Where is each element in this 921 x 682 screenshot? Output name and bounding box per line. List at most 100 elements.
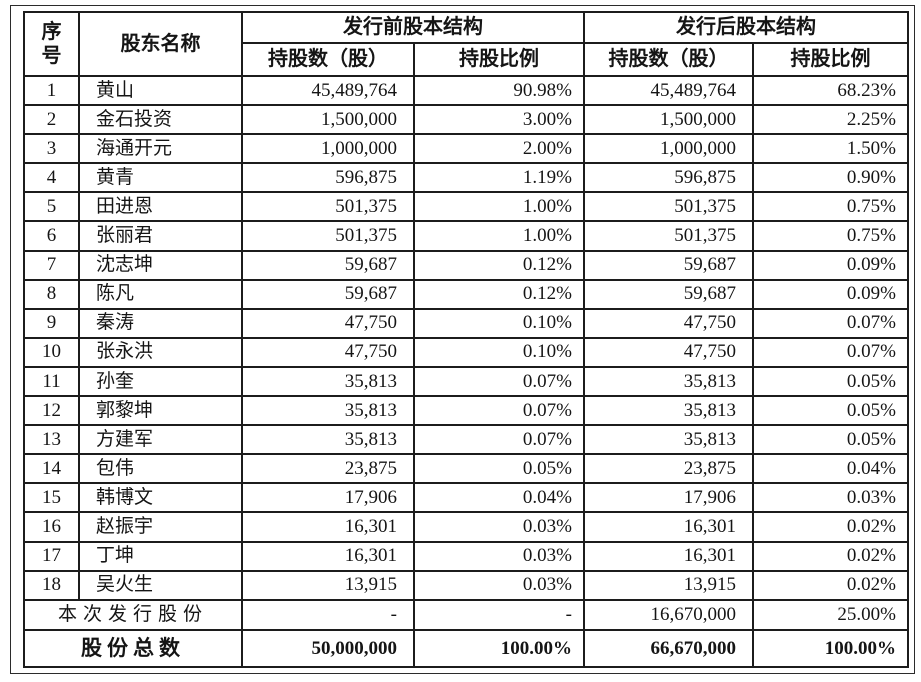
pre-ratio-cell: 0.07% <box>413 365 585 398</box>
shareholder-row: 1 黄山 45,489,764 90.98% 45,489,764 68.23% <box>23 74 909 107</box>
pre-ratio-cell: 1.00% <box>413 191 585 223</box>
post-ratio-cell: 0.05% <box>752 395 909 427</box>
row-index-cell: 13 <box>23 424 80 456</box>
shareholder-row: 6 张丽君 501,375 1.00% 501,375 0.75% <box>23 220 909 252</box>
row-index-cell: 2 <box>23 104 80 136</box>
post-shares-cell: 23,875 <box>583 453 754 485</box>
pre-ratio-cell: 0.10% <box>413 307 585 339</box>
pre-shares-cell: 45,489,764 <box>241 74 415 107</box>
post-shares-cell: 1,500,000 <box>583 104 754 136</box>
pre-ratio-cell: 0.03% <box>413 511 585 543</box>
issue-post-ratio-cell: 25.00% <box>752 598 909 631</box>
row-index-cell: 7 <box>23 249 80 281</box>
row-index-cell: 16 <box>23 511 80 543</box>
header-pre-shares: 持股数（股） <box>241 42 415 77</box>
shareholder-name-cell: 黄青 <box>78 162 243 194</box>
pre-shares-cell: 596,875 <box>241 162 415 194</box>
shareholder-row: 9 秦涛 47,750 0.10% 47,750 0.07% <box>23 307 909 339</box>
row-index-cell: 6 <box>23 220 80 252</box>
shareholder-name-cell: 方建军 <box>78 424 243 456</box>
post-shares-cell: 501,375 <box>583 220 754 252</box>
shareholder-name-cell: 海通开元 <box>78 133 243 165</box>
issue-post-shares-cell: 16,670,000 <box>583 598 754 631</box>
shareholder-row: 18 吴火生 13,915 0.03% 13,915 0.02% <box>23 569 909 601</box>
post-ratio-cell: 0.07% <box>752 307 909 339</box>
row-index-cell: 4 <box>23 162 80 194</box>
post-shares-cell: 13,915 <box>583 569 754 601</box>
post-ratio-cell: 0.05% <box>752 424 909 456</box>
total-row-label: 股份总数 <box>23 628 243 669</box>
post-shares-cell: 47,750 <box>583 336 754 368</box>
row-index-cell: 12 <box>23 395 80 427</box>
total-post-ratio-cell: 100.00% <box>752 628 909 669</box>
header-pre-ratio: 持股比例 <box>413 42 585 77</box>
post-ratio-cell: 0.03% <box>752 482 909 514</box>
post-shares-cell: 16,301 <box>583 540 754 572</box>
shareholder-name-cell: 陈凡 <box>78 278 243 310</box>
post-ratio-cell: 0.75% <box>752 220 909 252</box>
post-ratio-cell: 0.09% <box>752 249 909 281</box>
shareholder-name-cell: 黄山 <box>78 74 243 107</box>
shareholder-row: 5 田进恩 501,375 1.00% 501,375 0.75% <box>23 191 909 223</box>
pre-ratio-cell: 90.98% <box>413 74 585 107</box>
pre-shares-cell: 47,750 <box>241 336 415 368</box>
row-index-cell: 9 <box>23 307 80 339</box>
row-index-cell: 8 <box>23 278 80 310</box>
post-ratio-cell: 0.75% <box>752 191 909 223</box>
shareholder-row: 7 沈志坤 59,687 0.12% 59,687 0.09% <box>23 249 909 281</box>
post-shares-cell: 35,813 <box>583 365 754 398</box>
post-shares-cell: 501,375 <box>583 191 754 223</box>
post-shares-cell: 59,687 <box>583 249 754 281</box>
shareholder-name-cell: 张永洪 <box>78 336 243 368</box>
pre-shares-cell: 13,915 <box>241 569 415 601</box>
post-shares-cell: 16,301 <box>583 511 754 543</box>
pre-ratio-cell: 0.12% <box>413 249 585 281</box>
row-index-cell: 10 <box>23 336 80 368</box>
pre-ratio-cell: 0.03% <box>413 540 585 572</box>
pre-shares-cell: 16,301 <box>241 540 415 572</box>
shareholder-row: 3 海通开元 1,000,000 2.00% 1,000,000 1.50% <box>23 133 909 165</box>
shareholder-name-cell: 郭黎坤 <box>78 395 243 427</box>
shareholder-row: 4 黄青 596,875 1.19% 596,875 0.90% <box>23 162 909 194</box>
pre-shares-cell: 17,906 <box>241 482 415 514</box>
header-group-pre-issuance: 发行前股本结构 <box>241 11 585 44</box>
pre-ratio-cell: 1.00% <box>413 220 585 252</box>
shareholder-row: 10 张永洪 47,750 0.10% 47,750 0.07% <box>23 336 909 368</box>
row-index-cell: 1 <box>23 74 80 107</box>
post-shares-cell: 35,813 <box>583 424 754 456</box>
header-shareholder-name: 股东名称 <box>78 11 243 77</box>
pre-ratio-cell: 3.00% <box>413 104 585 136</box>
shareholder-name-cell: 田进恩 <box>78 191 243 223</box>
shareholder-name-cell: 丁坤 <box>78 540 243 572</box>
total-post-shares-cell: 66,670,000 <box>583 628 754 669</box>
issue-pre-shares-cell: - <box>241 598 415 631</box>
pre-ratio-cell: 0.07% <box>413 395 585 427</box>
issue-shares-row: 本次发行股份 - - 16,670,000 25.00% <box>23 598 909 631</box>
shareholding-structure-table: 序号 股东名称 发行前股本结构 发行后股本结构 持股数（股） 持股比例 持股数（… <box>23 11 909 669</box>
shareholder-row: 2 金石投资 1,500,000 3.00% 1,500,000 2.25% <box>23 104 909 136</box>
pre-shares-cell: 35,813 <box>241 395 415 427</box>
total-shares-row: 股份总数 50,000,000 100.00% 66,670,000 100.0… <box>23 628 909 669</box>
shareholder-name-cell: 孙奎 <box>78 365 243 398</box>
pre-shares-cell: 35,813 <box>241 365 415 398</box>
header-index: 序号 <box>23 11 80 77</box>
row-index-cell: 3 <box>23 133 80 165</box>
pre-ratio-cell: 2.00% <box>413 133 585 165</box>
post-ratio-cell: 2.25% <box>752 104 909 136</box>
row-index-cell: 17 <box>23 540 80 572</box>
post-shares-cell: 45,489,764 <box>583 74 754 107</box>
row-index-cell: 15 <box>23 482 80 514</box>
pre-ratio-cell: 1.19% <box>413 162 585 194</box>
pre-shares-cell: 16,301 <box>241 511 415 543</box>
issue-row-label: 本次发行股份 <box>23 598 243 631</box>
pre-ratio-cell: 0.03% <box>413 569 585 601</box>
shareholder-name-cell: 沈志坤 <box>78 249 243 281</box>
header-post-shares: 持股数（股） <box>583 42 754 77</box>
post-ratio-cell: 0.07% <box>752 336 909 368</box>
post-ratio-cell: 0.04% <box>752 453 909 485</box>
total-pre-shares-cell: 50,000,000 <box>241 628 415 669</box>
pre-ratio-cell: 0.05% <box>413 453 585 485</box>
post-shares-cell: 596,875 <box>583 162 754 194</box>
post-ratio-cell: 0.02% <box>752 511 909 543</box>
shareholder-name-cell: 韩博文 <box>78 482 243 514</box>
